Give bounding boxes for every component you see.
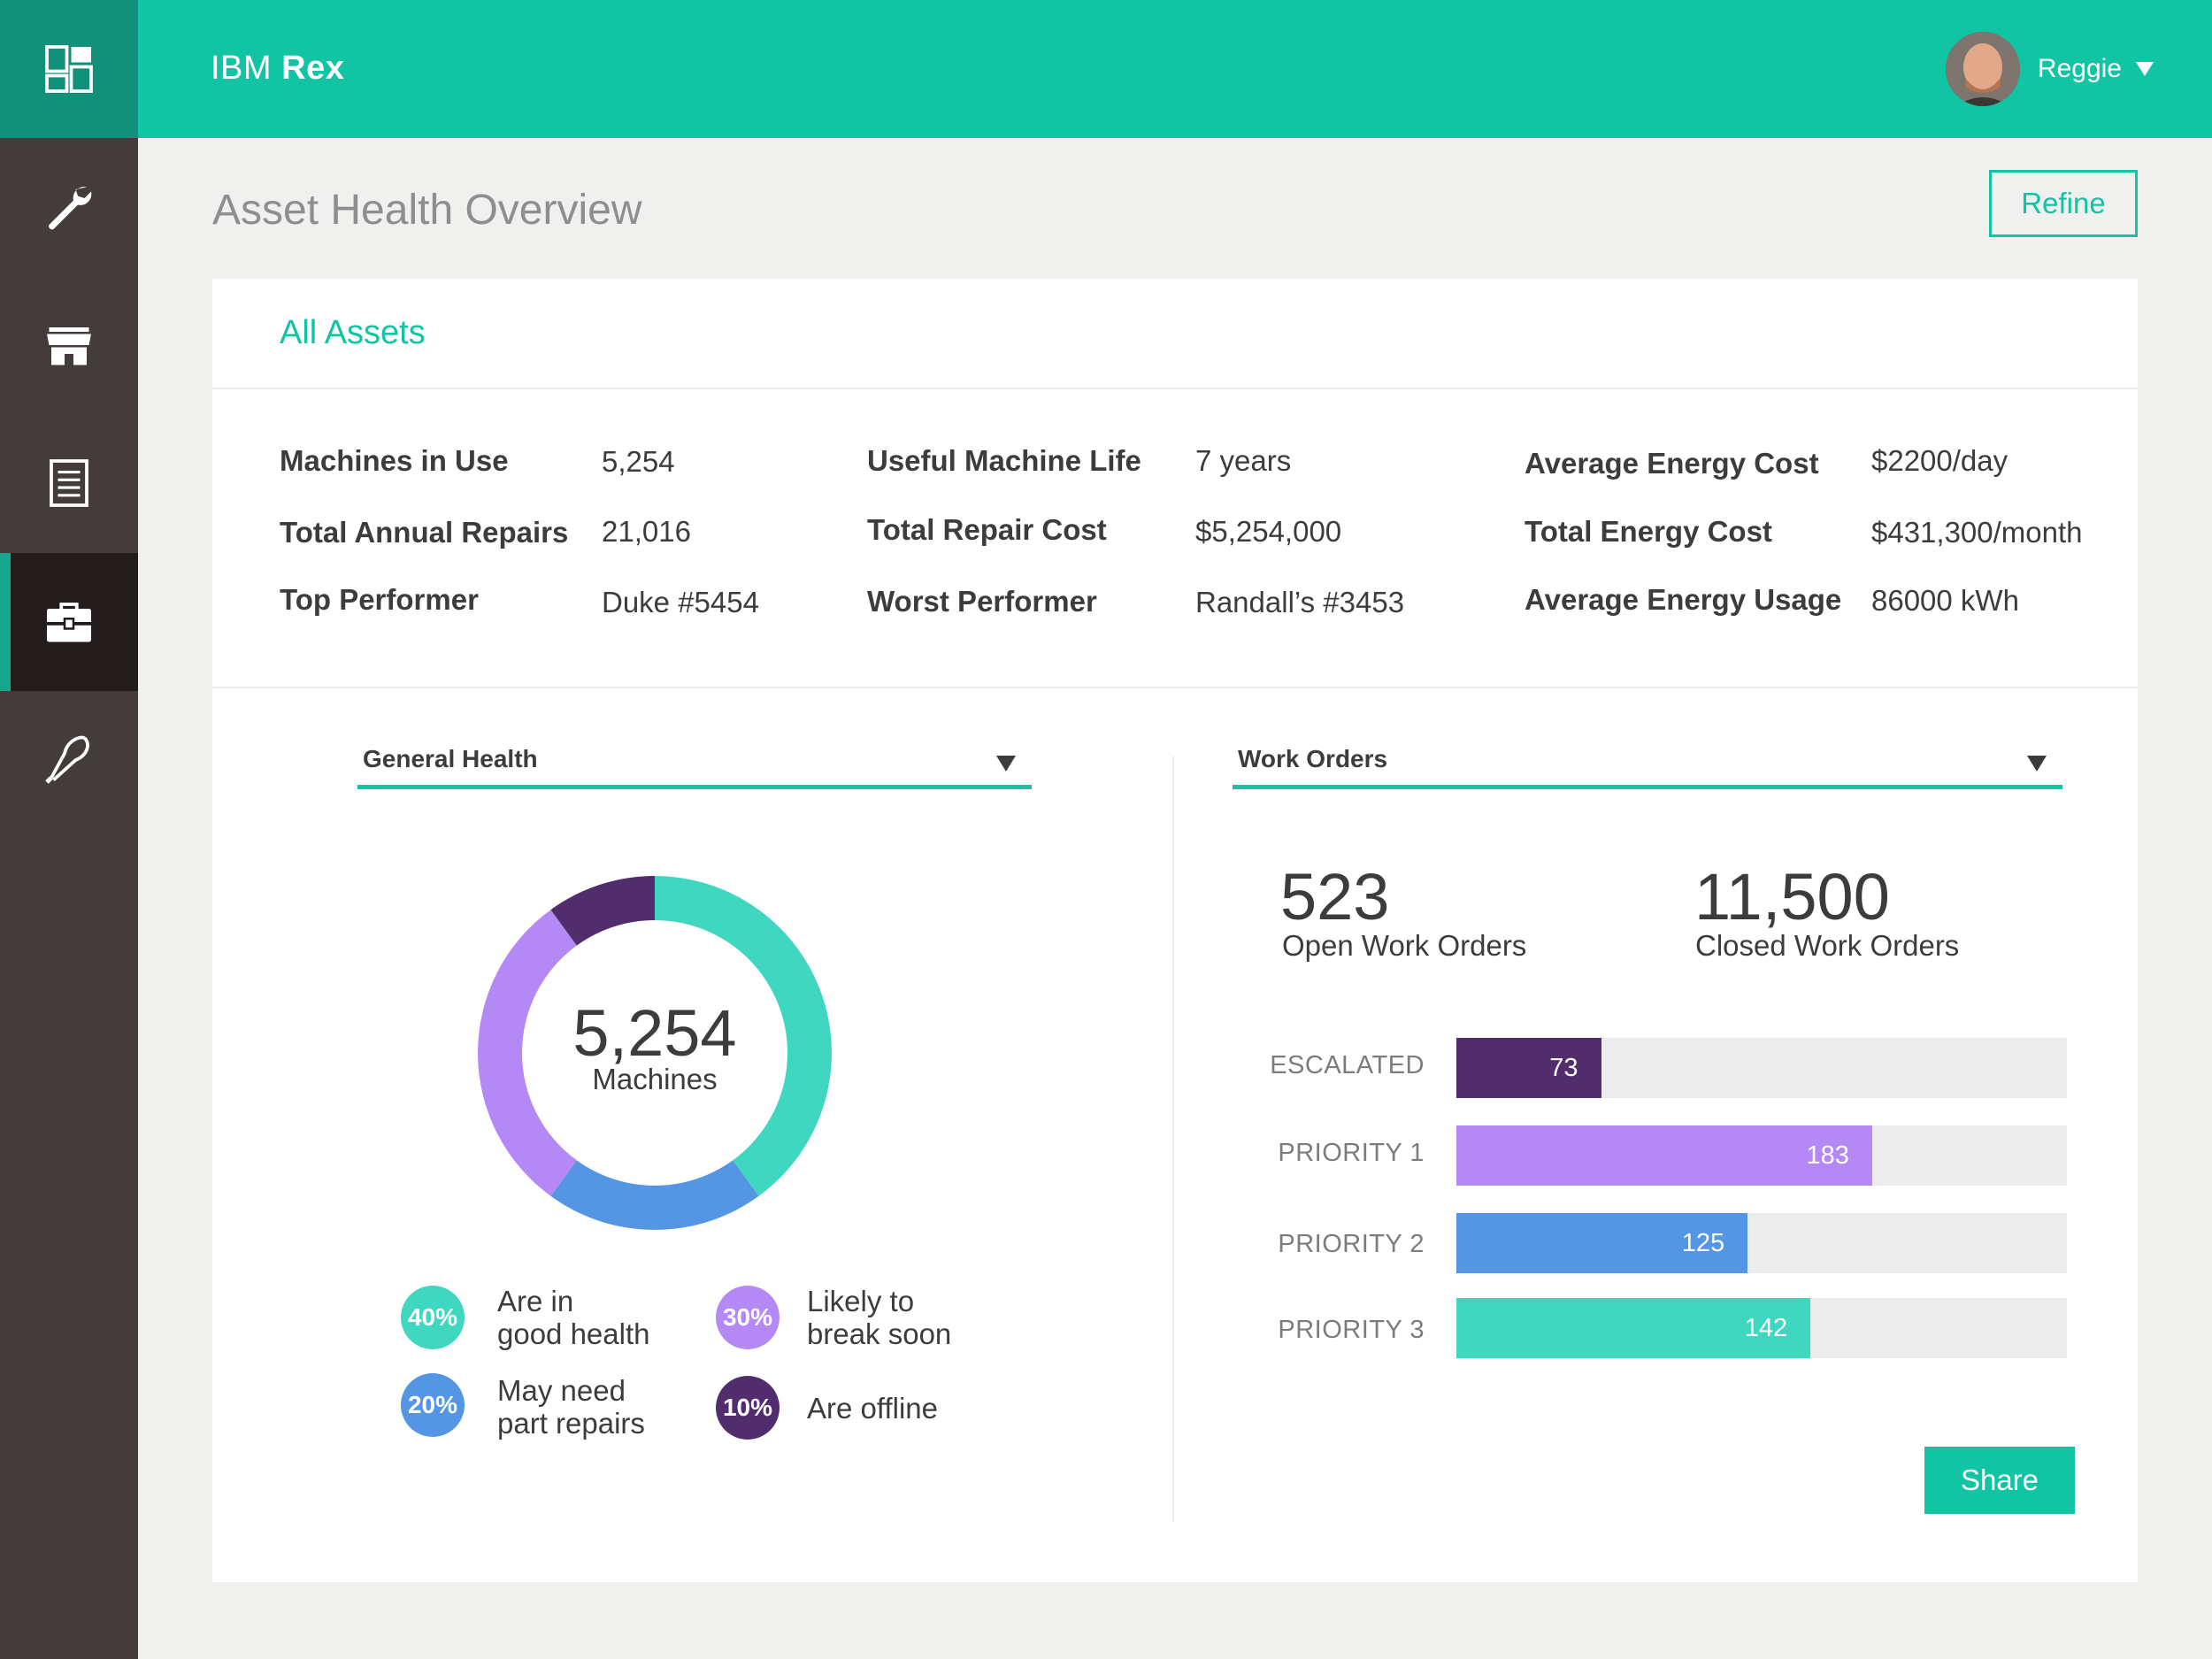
bar-label: PRIORITY 2 [1278,1230,1425,1258]
dropdown-label: Work Orders [1238,745,1388,772]
donut-segment-offline [550,876,655,946]
closed-work-orders-caption: Closed Work Orders [1695,929,1960,962]
bar-escalated[interactable]: 73 [1456,1038,1601,1098]
divider [212,388,2138,389]
wrench-icon [49,187,92,230]
refine-button[interactable]: Refine [1989,170,2138,237]
closed-work-orders-count: 11,500 [1694,860,1890,933]
product-name: Rex [281,50,345,87]
user-name: Reggie [2037,54,2122,83]
legend-label: Are in good health [497,1285,650,1350]
bar-track: 125 [1456,1213,2067,1273]
bar-track: 73 [1456,1038,2067,1098]
open-work-orders-caption: Open Work Orders [1282,929,1527,962]
bar-value: 183 [1806,1141,1849,1170]
sidebar-item-store[interactable] [0,276,138,414]
sidebar-item-tools[interactable] [0,691,138,829]
user-menu[interactable]: Reggie [1945,32,2154,106]
general-health-dropdown[interactable]: General Health [357,745,1032,789]
share-button[interactable]: Share [1924,1447,2075,1514]
stat-label: Total Energy Cost [1525,515,1772,548]
stat-label: Average Energy Usage [1525,583,1842,616]
legend-badge: 10% [716,1376,780,1440]
donut-caption: Machines [592,1063,718,1095]
bar-priority-1[interactable]: 183 [1456,1125,1872,1186]
donut-segment-part-repairs [550,1160,759,1230]
store-icon [47,327,91,365]
clipboard-icon [50,459,88,507]
bar-value: 73 [1549,1054,1578,1082]
briefcase-icon [47,603,91,642]
avatar [1945,32,2020,106]
caret-down-icon [2136,62,2154,76]
page-title: Asset Health Overview [212,187,642,234]
stat-value: Duke #5454 [602,586,759,618]
active-indicator [0,553,11,691]
stat-label: Useful Machine Life [867,444,1141,477]
stat-label: Average Energy Cost [1525,447,1819,480]
stat-value: 21,016 [602,515,691,548]
bar-track: 183 [1456,1125,2067,1186]
bar-value: 142 [1744,1314,1788,1342]
legend-label: Likely to break soon [807,1285,952,1350]
stat-value: 86000 kWh [1871,584,2019,617]
top-bar: IBM Rex Reggie [138,0,2212,138]
bar-label: ESCALATED [1270,1051,1425,1079]
sidebar-item-dashboard[interactable] [0,0,138,138]
open-work-orders-count: 523 [1280,860,1390,933]
divider [212,687,2138,688]
stat-label: Total Repair Cost [867,513,1107,546]
work-orders-dropdown[interactable]: Work Orders [1233,745,2062,789]
column-divider [1172,757,1174,1522]
health-donut-chart [478,876,832,1230]
dropdown-label: General Health [363,745,538,772]
caret-down-icon [996,756,1016,772]
legend-badge: 30% [716,1286,780,1349]
bar-priority-3[interactable]: 142 [1456,1298,1811,1358]
legend-label: Are offline [807,1392,938,1425]
whisk-icon [45,735,89,784]
bar-label: PRIORITY 1 [1278,1139,1425,1167]
dashboard-icon [45,45,93,93]
stat-label: Top Performer [280,583,479,616]
caret-down-icon [2027,756,2047,772]
bar-track: 142 [1456,1298,2067,1358]
bar-value: 125 [1681,1229,1725,1257]
card-title[interactable]: All Assets [280,314,426,351]
stat-value: $5,254,000 [1195,515,1342,548]
stat-label: Machines in Use [280,444,509,477]
sidebar-item-assets[interactable] [0,553,138,691]
app-title[interactable]: IBM Rex [211,50,344,88]
legend-badge: 20% [401,1373,465,1437]
stat-value: 5,254 [602,445,675,478]
donut-segment-break-soon [478,910,577,1196]
stat-label: Worst Performer [867,585,1097,618]
legend-label: May need part repairs [497,1374,645,1440]
stat-value: 7 years [1195,444,1292,477]
bar-label: PRIORITY 3 [1278,1316,1425,1344]
sidebar-item-maintenance[interactable] [0,138,138,276]
sidebar [0,0,138,1659]
stat-value: $431,300/month [1871,516,2083,549]
stat-value: $2200/day [1871,444,2008,477]
assets-card: All Assets Machines in Use 5,254 Total A… [212,279,2138,1582]
sidebar-item-reports[interactable] [0,414,138,552]
bar-priority-2[interactable]: 125 [1456,1213,1748,1273]
donut-segment-good-health [655,876,832,1196]
stat-label: Total Annual Repairs [280,516,569,549]
donut-total: 5,254 [572,996,737,1070]
legend-badge: 40% [401,1286,465,1349]
brand-name: IBM [211,50,273,87]
stat-value: Randall’s #3453 [1195,586,1405,618]
